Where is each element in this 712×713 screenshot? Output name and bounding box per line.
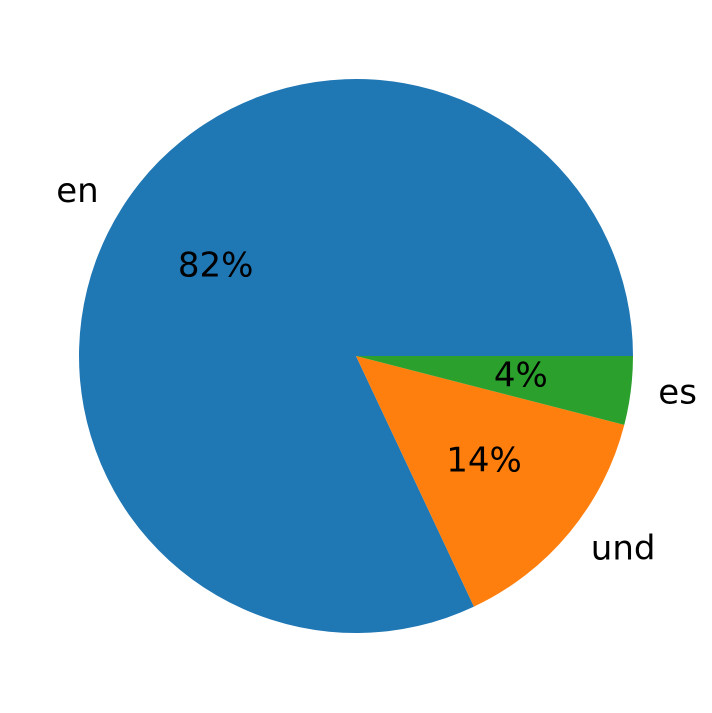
value-label: 14% <box>446 440 522 480</box>
value-label: 82% <box>178 245 254 285</box>
value-label: 4% <box>494 355 548 395</box>
pie-slice <box>356 356 633 425</box>
slice-label: en <box>56 171 98 211</box>
slice-label: es <box>658 373 697 413</box>
slice-label: und <box>591 529 656 569</box>
pie-slice <box>356 356 625 607</box>
pie-slice <box>78 78 634 633</box>
